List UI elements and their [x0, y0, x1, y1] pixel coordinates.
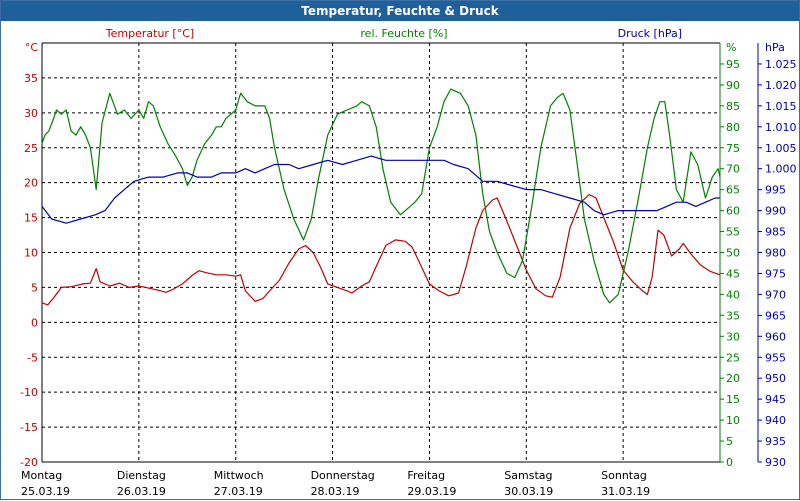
- day-date-label: 27.03.19: [214, 485, 263, 498]
- temperature-unit-label: °C: [25, 41, 39, 54]
- pressure-tick-label: 940: [765, 414, 786, 427]
- humidity-tick-label: 95: [726, 58, 740, 71]
- pressure-tick-label: 955: [765, 351, 786, 364]
- humidity-tick-label: 25: [726, 351, 740, 364]
- day-date-label: 25.03.19: [21, 485, 70, 498]
- pressure-tick-label: 970: [765, 288, 786, 301]
- humidity-tick-label: 80: [726, 121, 740, 134]
- humidity-tick-label: 5: [726, 435, 733, 448]
- day-name-label: Mittwoch: [214, 469, 264, 482]
- humidity-axis-label: rel. Feuchte [%]: [360, 27, 447, 40]
- humidity-tick-label: 90: [726, 79, 740, 92]
- window-title: Temperatur, Feuchte & Druck: [1, 1, 799, 21]
- pressure-tick-label: 985: [765, 226, 786, 239]
- pressure-tick-label: 1.010: [765, 121, 797, 134]
- series-lines: [41, 88, 721, 306]
- pressure-tick-label: 975: [765, 267, 786, 280]
- pressure-series-line: [41, 155, 720, 224]
- humidity-tick-label: 60: [726, 205, 740, 218]
- pressure-tick-label: 935: [765, 435, 786, 448]
- pressure-tick-label: 1.025: [765, 58, 797, 71]
- temperature-tick-label: 5: [31, 281, 38, 294]
- humidity-series-line: [41, 88, 721, 304]
- humidity-unit-label: %: [726, 41, 736, 54]
- pressure-tick-label: 930: [765, 456, 786, 469]
- temperature-series-line: [41, 193, 721, 306]
- axes: 35302520151050-5-10-15-20959085807570656…: [20, 43, 797, 498]
- pressure-tick-label: 1.000: [765, 163, 797, 176]
- temperature-tick-label: 25: [24, 142, 38, 155]
- humidity-tick-label: 65: [726, 184, 740, 197]
- day-name-label: Donnerstag: [311, 469, 375, 482]
- temperature-tick-label: 35: [24, 72, 38, 85]
- humidity-tick-label: 15: [726, 393, 740, 406]
- grid-lines: [41, 42, 721, 463]
- day-name-label: Freitag: [407, 469, 445, 482]
- humidity-tick-label: 40: [726, 288, 740, 301]
- humidity-tick-label: 35: [726, 309, 740, 322]
- day-name-label: Montag: [21, 469, 62, 482]
- pressure-tick-label: 995: [765, 184, 786, 197]
- humidity-tick-label: 75: [726, 142, 740, 155]
- pressure-axis-label: Druck [hPa]: [618, 27, 682, 40]
- temperature-tick-label: 30: [24, 107, 38, 120]
- day-date-label: 26.03.19: [117, 485, 166, 498]
- pressure-tick-label: 960: [765, 330, 786, 343]
- humidity-tick-label: 0: [726, 456, 733, 469]
- humidity-tick-label: 30: [726, 330, 740, 343]
- pressure-tick-label: 950: [765, 372, 786, 385]
- humidity-tick-label: 45: [726, 267, 740, 280]
- temperature-tick-label: -10: [20, 386, 38, 399]
- pressure-unit-label: hPa: [765, 41, 785, 54]
- temperature-tick-label: 15: [24, 212, 38, 225]
- temperature-axis-label: Temperatur [°C]: [105, 27, 194, 40]
- pressure-tick-label: 1.020: [765, 79, 797, 92]
- temperature-tick-label: 0: [31, 316, 38, 329]
- humidity-tick-label: 10: [726, 414, 740, 427]
- day-date-label: 31.03.19: [601, 485, 650, 498]
- pressure-tick-label: 1.015: [765, 100, 797, 113]
- pressure-tick-label: 1.005: [765, 142, 797, 155]
- humidity-tick-label: 50: [726, 247, 740, 260]
- day-name-label: Dienstag: [117, 469, 166, 482]
- temperature-tick-label: 10: [24, 247, 38, 260]
- temperature-tick-label: 20: [24, 177, 38, 190]
- pressure-tick-label: 945: [765, 393, 786, 406]
- humidity-tick-label: 85: [726, 100, 740, 113]
- day-date-label: 30.03.19: [504, 485, 553, 498]
- humidity-tick-label: 55: [726, 226, 740, 239]
- pressure-tick-label: 990: [765, 205, 786, 218]
- day-name-label: Samstag: [504, 469, 552, 482]
- humidity-tick-label: 20: [726, 372, 740, 385]
- pressure-tick-label: 965: [765, 309, 786, 322]
- day-date-label: 28.03.19: [311, 485, 360, 498]
- pressure-tick-label: 980: [765, 247, 786, 260]
- temperature-tick-label: -20: [20, 456, 38, 469]
- temperature-tick-label: -15: [20, 421, 38, 434]
- humidity-tick-label: 70: [726, 163, 740, 176]
- day-date-label: 29.03.19: [407, 485, 456, 498]
- day-name-label: Sonntag: [601, 469, 647, 482]
- temperature-tick-label: -5: [27, 351, 38, 364]
